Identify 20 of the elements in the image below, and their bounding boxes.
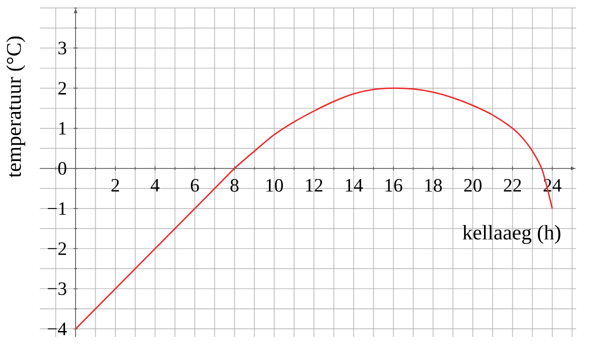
x-tick-label: 2 (111, 179, 120, 192)
x-tick-label: 20 (464, 179, 482, 192)
x-tick-label: 8 (230, 179, 238, 192)
y-tick-label: −1 (48, 202, 66, 215)
x-axis-title: kellaaeg (h) (462, 225, 560, 244)
x-tick-label: 16 (386, 179, 402, 192)
x-tick-label: 18 (425, 179, 442, 192)
y-tick-label: 1 (59, 122, 66, 135)
x-tick-label: 22 (504, 179, 521, 192)
y-tick-label: −3 (48, 282, 66, 296)
y-tick-label: 2 (58, 82, 66, 95)
y-tick-label: −2 (48, 242, 66, 255)
x-tick-label: 6 (190, 179, 199, 192)
x-tick-label: 12 (306, 179, 322, 192)
x-tick-label: 4 (150, 179, 160, 192)
y-axis-title: temperatuur (°C) (6, 36, 26, 178)
y-tick-label: −4 (48, 322, 67, 336)
x-tick-label: 10 (266, 179, 283, 192)
x-tick-label: 14 (346, 179, 363, 192)
y-tick-label: 3 (58, 42, 66, 54)
